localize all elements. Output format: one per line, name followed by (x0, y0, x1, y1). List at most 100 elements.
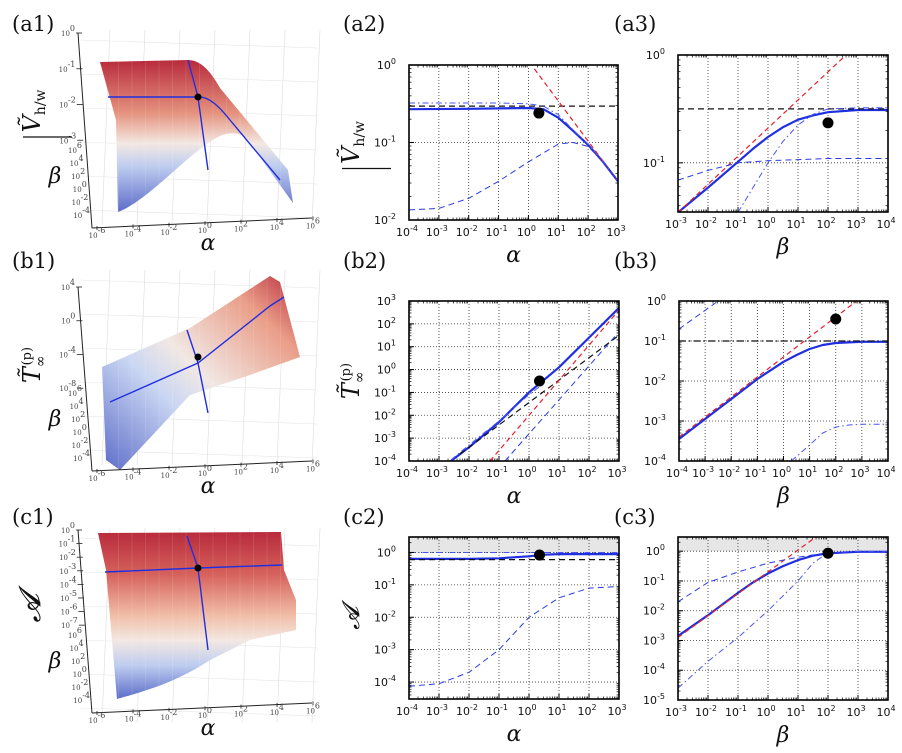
tick-label-x: 10-3 (665, 704, 687, 719)
marker-point (194, 564, 202, 572)
tick-label-x: 101 (786, 704, 805, 719)
tick-label-x: 10-1 (725, 704, 747, 719)
marker-point (830, 313, 842, 325)
series-blue-dashed (409, 586, 619, 687)
tick-label-y: 102 (377, 316, 396, 331)
z-tick-label: 10-1 (59, 60, 76, 74)
beta-tick-label: 104 (70, 154, 84, 168)
tick-label-x: 103 (607, 465, 626, 480)
tick-label-x: 103 (846, 216, 865, 231)
tick-label-y: 10-4 (644, 453, 666, 468)
plot-area (678, 55, 888, 212)
tick-label-x: 100 (772, 465, 791, 480)
box-gridline (101, 29, 111, 226)
tick-label-y: 10-3 (644, 413, 666, 428)
alpha-tick-label: 104 (270, 218, 284, 232)
x-axis (91, 702, 313, 714)
series-group (679, 301, 888, 461)
alpha-tick-label: 10-6 (89, 469, 106, 483)
beta-tick-label: 10-4 (73, 691, 90, 705)
series-blue-dashed (678, 552, 829, 603)
y-axis-label: 𝓐 (337, 599, 365, 630)
box-gridline (276, 29, 286, 226)
beta-tick-label: 10-4 (73, 206, 90, 220)
alpha-tick-label: 102 (234, 220, 248, 234)
series-solid (678, 108, 888, 212)
tick-label-y: 10-3 (643, 632, 665, 647)
marker-point (194, 353, 202, 361)
y-axis-label: T̃∞(p) (337, 363, 368, 399)
tick-label-x: 10-1 (486, 465, 508, 480)
tick-label-x: 10-4 (666, 465, 688, 480)
z-tick-label: 10-4 (60, 575, 77, 589)
series-blue-dashdot (737, 107, 888, 212)
series-red-dashed (678, 537, 817, 638)
tick-label-x: 10-4 (396, 465, 418, 480)
alpha-slice-line (109, 296, 285, 403)
x-axis-label: β (776, 484, 790, 509)
alpha-tick-label: 102 (234, 705, 248, 719)
tick-label-y: 10-2 (374, 609, 396, 624)
box-gridline (311, 527, 321, 724)
tick-label-y: 10-2 (374, 212, 396, 227)
tick-label-x: 103 (846, 704, 865, 719)
tick-label-x: 104 (876, 465, 895, 480)
tick-label-x: 104 (876, 704, 895, 719)
series-group (678, 537, 888, 689)
tick-label-x: 102 (577, 465, 596, 480)
tick-label-y: 10-4 (374, 674, 396, 689)
alpha-tick-label: 10-2 (161, 708, 178, 722)
beta-tick-label: 10-2 (72, 193, 89, 207)
z-axis (77, 286, 93, 472)
z-tick-label: 10-1 (59, 535, 76, 549)
tick-label-y: 101 (377, 339, 396, 354)
series-red-dashed (679, 301, 857, 438)
alpha-tick-label: 102 (234, 463, 248, 477)
tick-label-y: 10-1 (644, 333, 666, 348)
tick-label-x: 10-2 (456, 703, 478, 718)
plot-area (409, 537, 619, 699)
plot-frame (408, 300, 620, 462)
beta-tick-label: 102 (71, 410, 85, 424)
tick-label-x: 10-4 (396, 224, 418, 239)
z-tick-label: 10-2 (59, 96, 76, 110)
tick-label-y: 10-5 (643, 692, 665, 707)
chart-c3: 10-3 10-2 10-1 100 101 102 103 104 10-5 10-4 10-3 1… (643, 536, 896, 748)
alpha-tick-label: 10-4 (125, 467, 142, 481)
z-tick-label: 100 (61, 24, 75, 38)
box-gridline (311, 29, 321, 226)
panel-label-a2: (a2) (343, 12, 386, 36)
plot-frame (677, 54, 889, 213)
box-gridline (79, 39, 319, 49)
panel-label-a1: (a1) (12, 12, 55, 36)
beta-tick-label: 100 (73, 423, 87, 437)
series-red-dashed (678, 55, 847, 212)
box-gridline (311, 269, 321, 466)
beta-tick-label: 10-4 (73, 449, 90, 463)
series-blue-dashdot (790, 423, 888, 461)
series-blue-dashdot (450, 382, 545, 461)
x-axis-label: α (506, 243, 521, 268)
tick-label-x: 100 (756, 216, 775, 231)
tick-label-y: 10-1 (643, 573, 665, 588)
tick-label-x: 103 (607, 703, 626, 718)
marker-point (194, 93, 202, 101)
tick-label-x: 102 (824, 465, 843, 480)
alpha-tick-label: 106 (306, 701, 320, 715)
alpha-tick-label: 10-6 (89, 226, 106, 240)
series-group (450, 307, 619, 461)
tick-label-y: 10-2 (643, 603, 665, 618)
z-tick-label: 10-3 (59, 562, 76, 576)
tick-label-y: 10-2 (644, 373, 666, 388)
beta-tick-label: 104 (70, 639, 84, 653)
alpha-tick-label: 10-4 (125, 224, 142, 238)
z-axis-label: T̃∞(p) (18, 347, 49, 383)
z-axis-label: Ṽh/w (17, 89, 49, 132)
alpha-tick-label: 10-6 (89, 711, 106, 725)
z-tick-label: 10-2 (59, 548, 76, 562)
tick-label-x: 100 (517, 224, 536, 239)
series-solid (679, 340, 888, 440)
panel-label-b2: (b2) (343, 249, 387, 273)
tick-label-x: 101 (547, 224, 566, 239)
plot-frame (408, 536, 620, 700)
